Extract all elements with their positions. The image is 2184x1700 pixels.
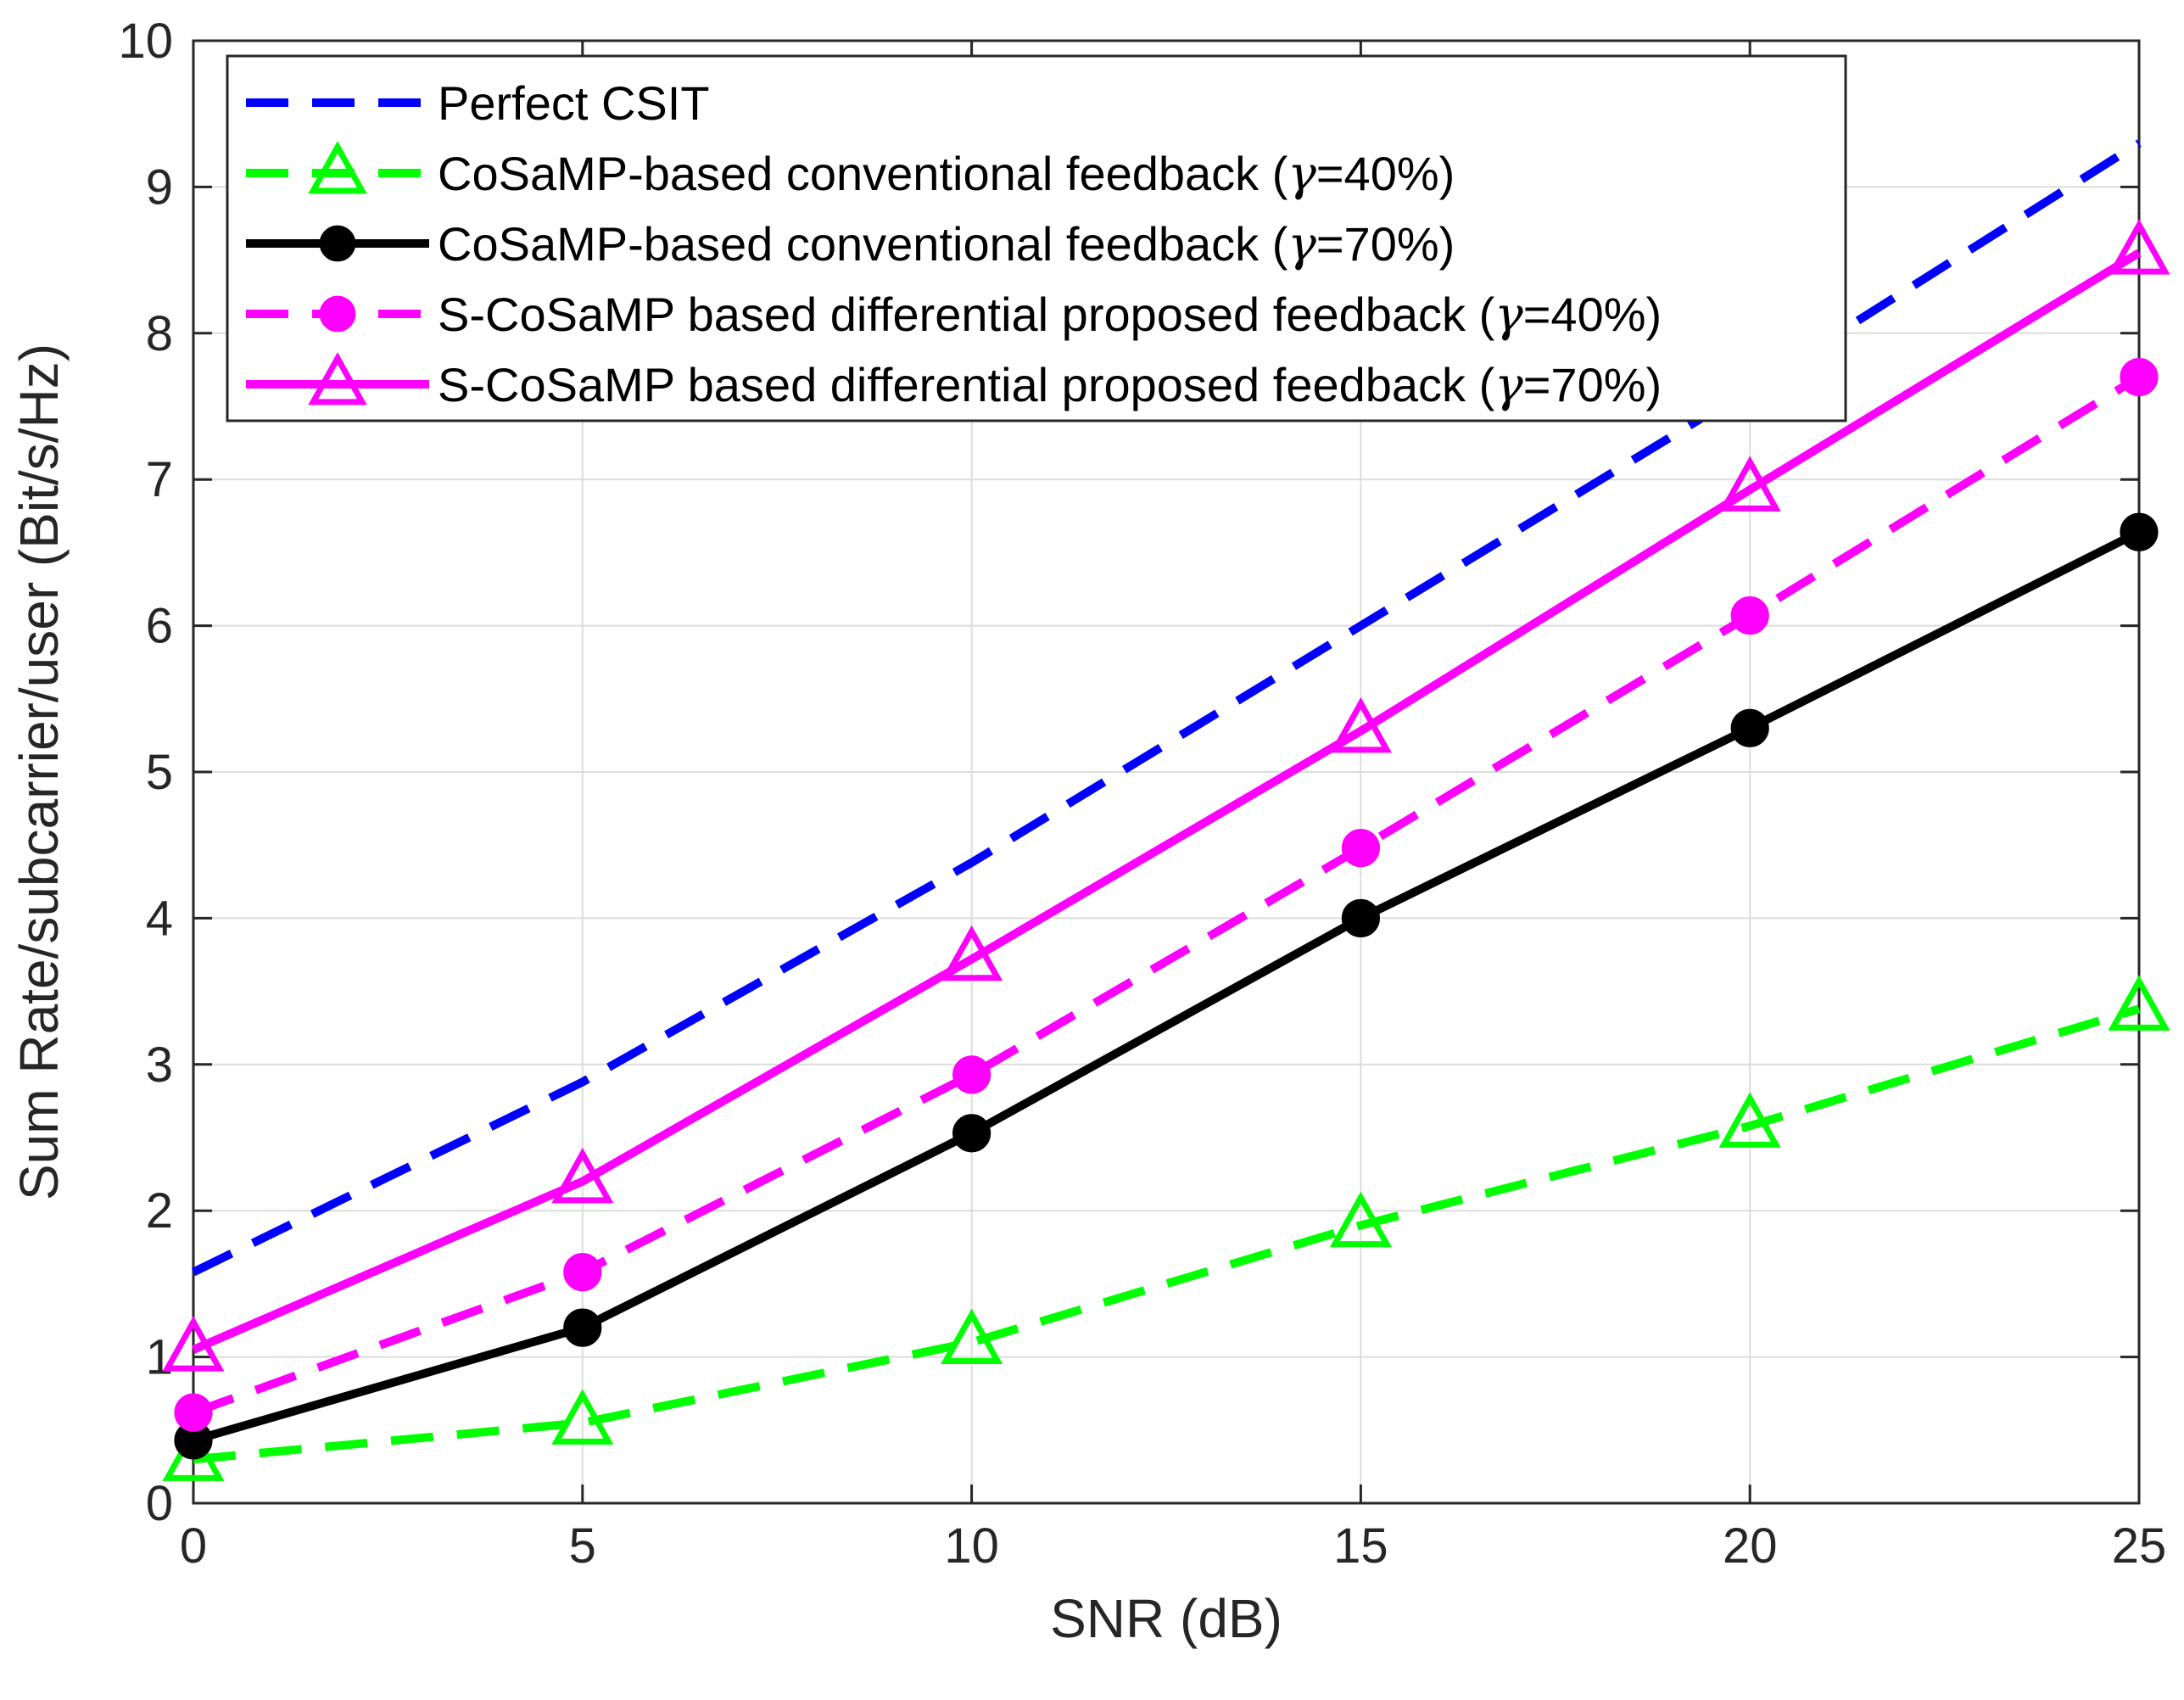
legend-swatch-marker [308,352,367,405]
y-tick-label: 9 [146,159,173,215]
legend-label: CoSaMP-based conventional feedback (γ=40… [438,147,1455,202]
y-axis-title: Sum Rate/subcarrier/user (Bit/s/Hz) [8,344,70,1200]
data-point [2108,219,2170,275]
y-tick-label: 1 [146,1330,173,1385]
series-line [192,528,2142,1445]
series-line [192,249,2142,1354]
data-point [174,1393,213,1432]
x-tick-label: 20 [1723,1518,1778,1574]
legend-label: CoSaMP-based conventional feedback (γ=70… [438,217,1455,272]
series-line [192,373,2142,1417]
series-group [162,139,2170,1481]
data-point [941,925,1003,981]
x-tick-label: 10 [944,1518,999,1574]
x-tick-label: 25 [2112,1518,2167,1574]
y-tick-label: 5 [146,745,173,800]
data-point [162,1425,225,1481]
y-tick-label: 3 [146,1037,173,1093]
data-point [551,1389,614,1445]
data-point [2108,975,2170,1031]
legend-item: S-CoSaMP based differential proposed fee… [246,288,1662,343]
y-tick-label: 4 [146,891,173,946]
y-tick-label: 2 [146,1183,173,1239]
data-point [952,1114,991,1153]
data-point [563,1253,602,1292]
data-point [162,1316,225,1372]
legend-box [226,54,1847,422]
series-line [193,1004,2141,1464]
data-point [952,1055,991,1094]
series-2 [162,975,2170,1481]
y-tick-label: 8 [146,306,173,361]
data-point [2120,512,2159,551]
legend-label: S-CoSaMP based differential proposed fee… [438,358,1662,413]
data-point [1730,708,1769,747]
data-point [2120,357,2159,397]
legend-label: S-CoSaMP based differential proposed fee… [438,288,1662,343]
x-axis-title: SNR (dB) [1050,1588,1282,1649]
data-point [1718,1092,1781,1148]
series-4 [174,357,2159,1432]
tick-labels: 0 5 10 15 20 25 0 1 2 3 4 5 6 7 8 9 10 [118,14,2166,1574]
data-point [551,1147,614,1204]
data-point [1341,898,1380,937]
legend-item: S-CoSaMP based differential proposed fee… [246,352,1662,413]
series-5 [162,219,2170,1372]
axes [192,39,2141,1505]
data-point [1730,596,1769,635]
legend-swatch-marker [319,225,356,262]
y-tick-label: 10 [118,14,173,69]
y-tick-label: 0 [146,1476,173,1531]
legend-item: CoSaMP-based conventional feedback (γ=40… [246,141,1455,202]
legend-item: Perfect CSIT [246,76,710,130]
data-point [941,1308,1003,1364]
x-tick-label: 0 [180,1518,207,1574]
data-point [1341,829,1380,868]
legend-swatch-marker [308,141,367,194]
data-point [1329,1191,1392,1248]
x-tick-label: 5 [569,1518,596,1574]
legend-label: Perfect CSIT [438,76,710,130]
data-point [1718,456,1781,512]
legend: Perfect CSIT CoSaMP-based conventional fe… [226,54,1847,422]
x-tick-label: 15 [1333,1518,1388,1574]
series-3 [174,512,2159,1460]
y-tick-label: 7 [146,452,173,507]
legend-item: CoSaMP-based conventional feedback (γ=70… [246,217,1455,272]
legend-swatch-marker [319,295,356,333]
y-tick-label: 6 [146,599,173,654]
data-point [563,1308,602,1347]
data-point [1329,696,1392,753]
